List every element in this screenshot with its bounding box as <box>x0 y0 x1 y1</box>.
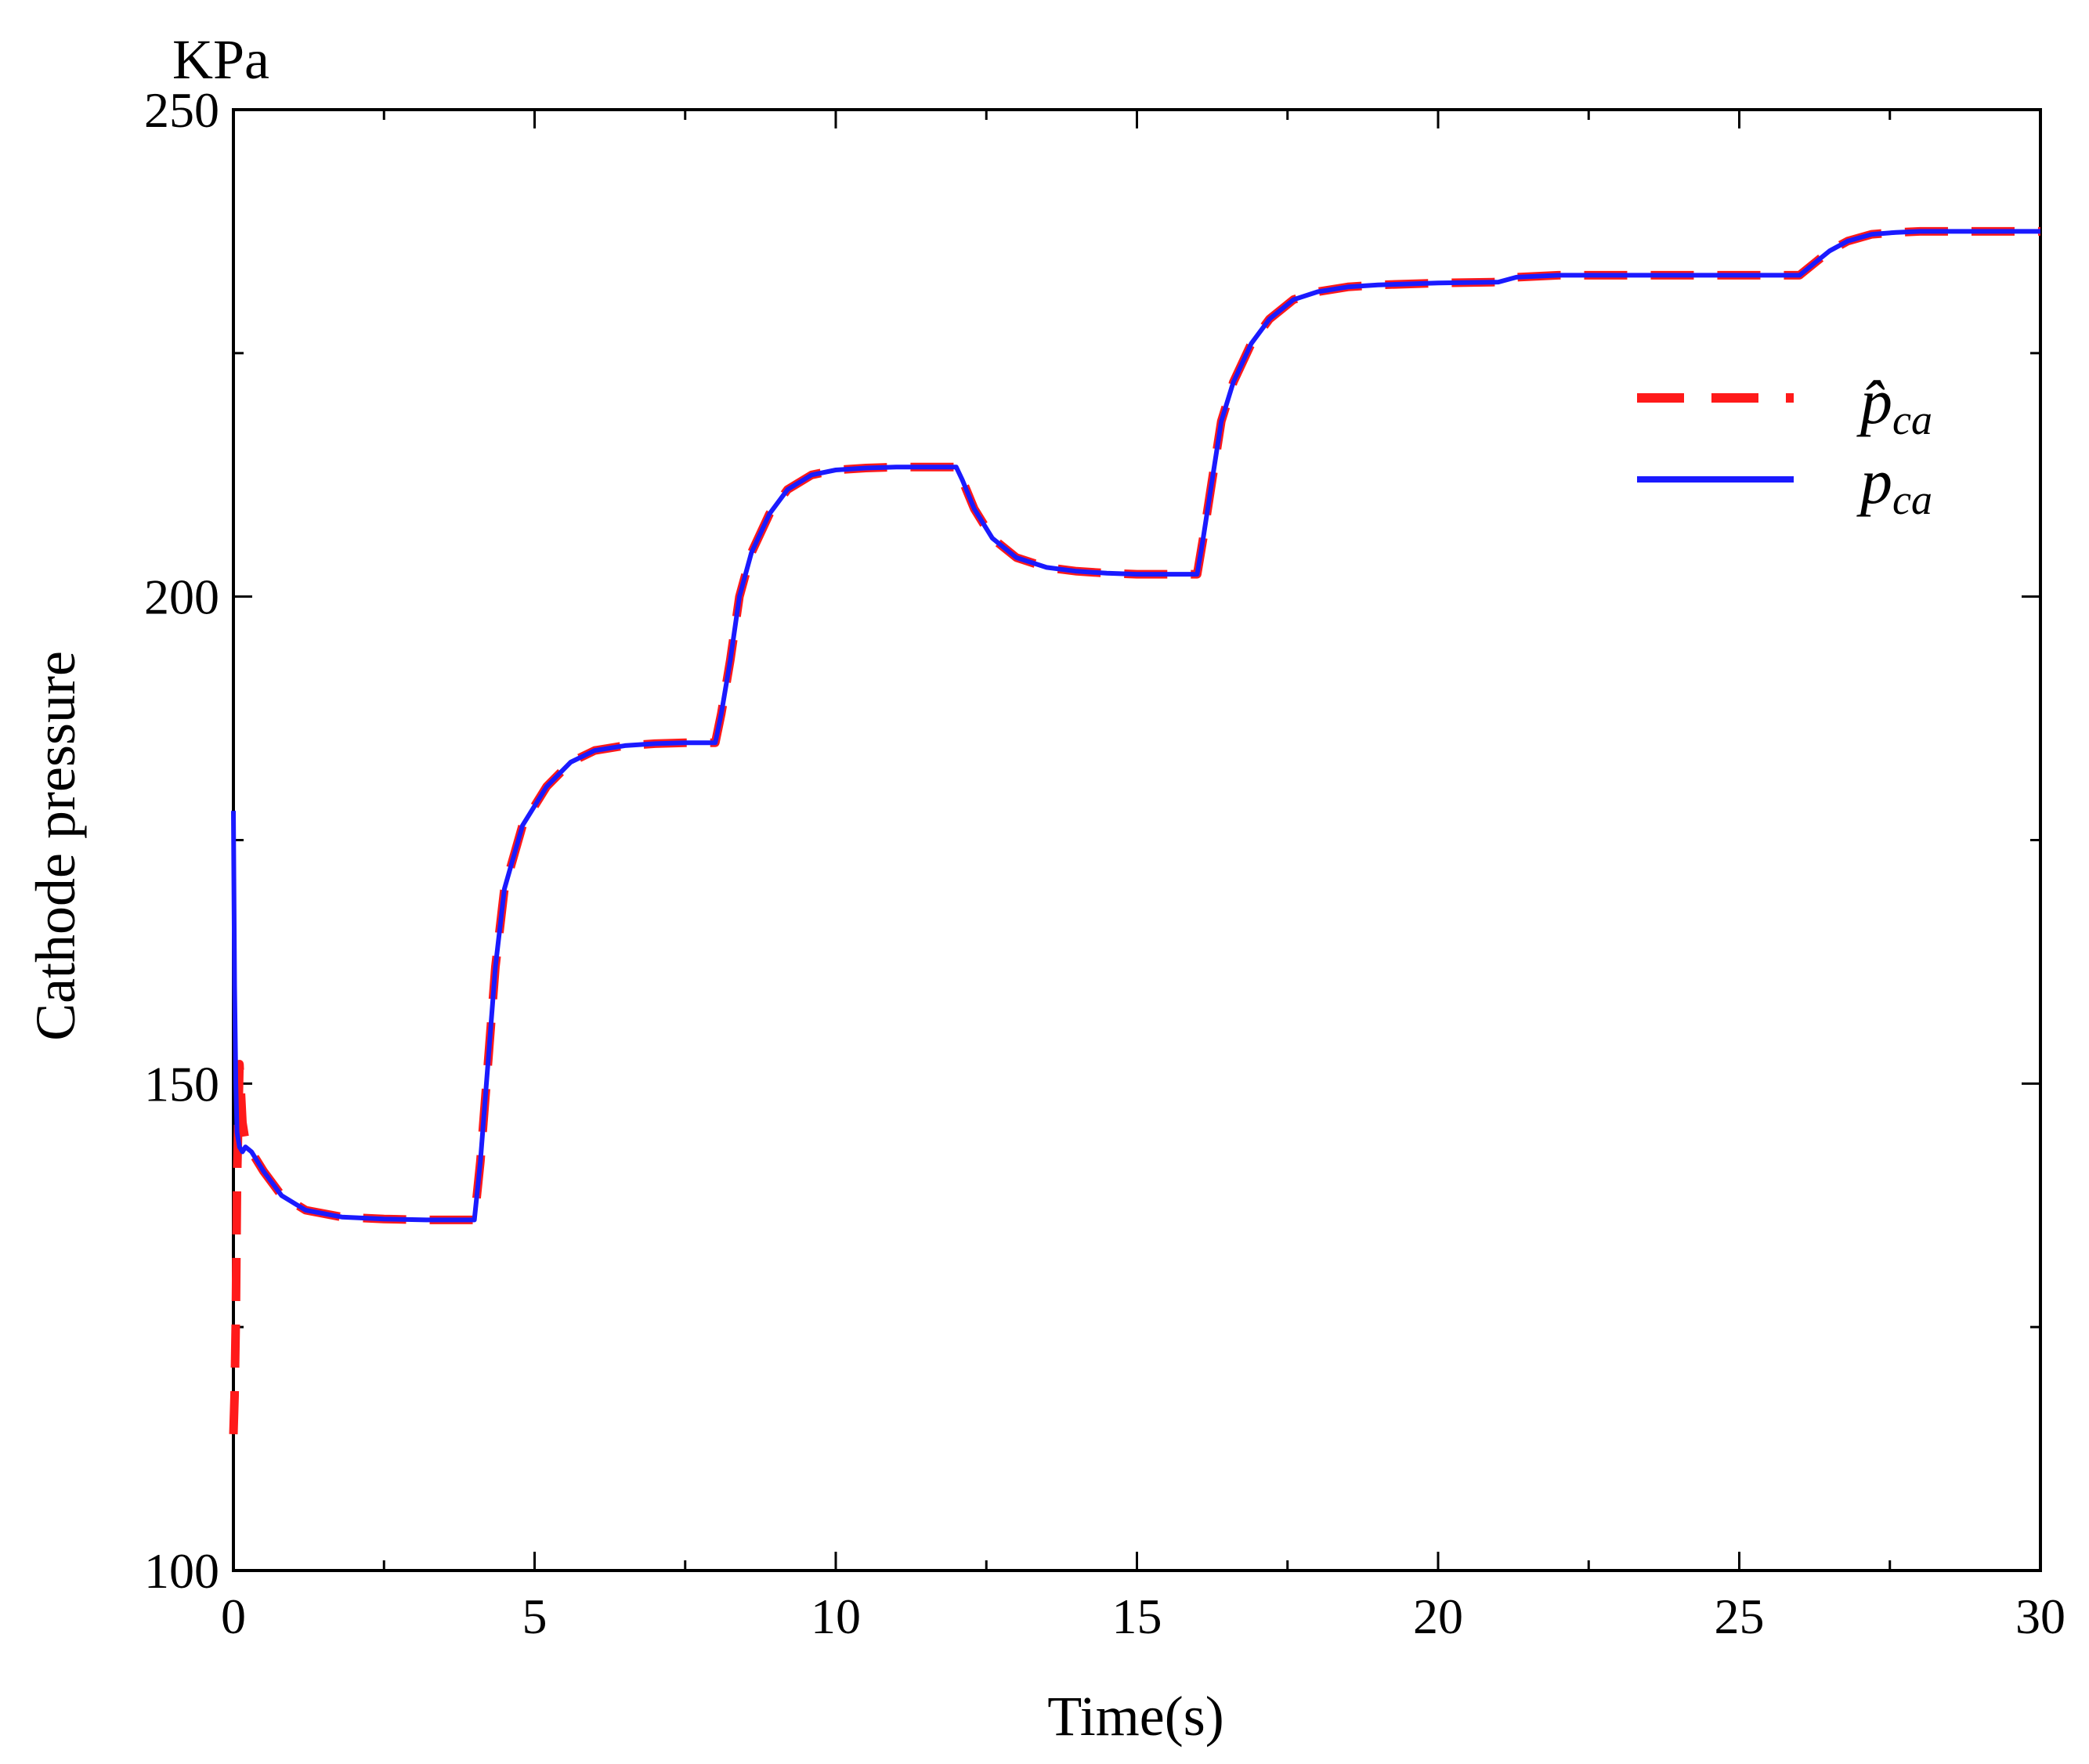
x-axis-title: Time(s) <box>1047 1685 1223 1748</box>
legend-label-estimated: p̂ca <box>1856 366 1932 443</box>
y-axis-title: Cathode pressure <box>24 651 87 1041</box>
legend-label-actual: pca <box>1856 446 1932 523</box>
y-tick-label: 150 <box>144 1056 219 1112</box>
x-tick-label: 5 <box>522 1589 548 1644</box>
legend-subscript-estimated: ca <box>1892 396 1932 443</box>
x-tick-label: 15 <box>1112 1589 1162 1644</box>
legend-subscript-actual: ca <box>1892 476 1932 523</box>
legend: p̂ca pca <box>1637 366 1932 523</box>
x-tick-label: 0 <box>221 1589 246 1644</box>
x-tick-label: 30 <box>2015 1589 2066 1644</box>
y-tick-label: 200 <box>144 569 219 625</box>
series-layer <box>229 226 2040 1435</box>
series-line-actual <box>231 229 2040 1223</box>
x-tick-label: 10 <box>811 1589 861 1644</box>
y-tick-label: 100 <box>144 1543 219 1599</box>
x-tick-label: 25 <box>1715 1589 1765 1644</box>
axis-ticks <box>232 108 2042 1572</box>
legend-symbol-estimated: p̂ <box>1856 366 1892 437</box>
y-axis-unit: KPa <box>172 28 269 91</box>
legend-symbol-actual: p <box>1856 446 1892 517</box>
y-tick-label: 250 <box>144 82 219 138</box>
x-tick-label: 20 <box>1413 1589 1463 1644</box>
axis-tick-labels: 0 5 10 15 20 25 30 100 150 200 250 <box>144 82 2066 1644</box>
